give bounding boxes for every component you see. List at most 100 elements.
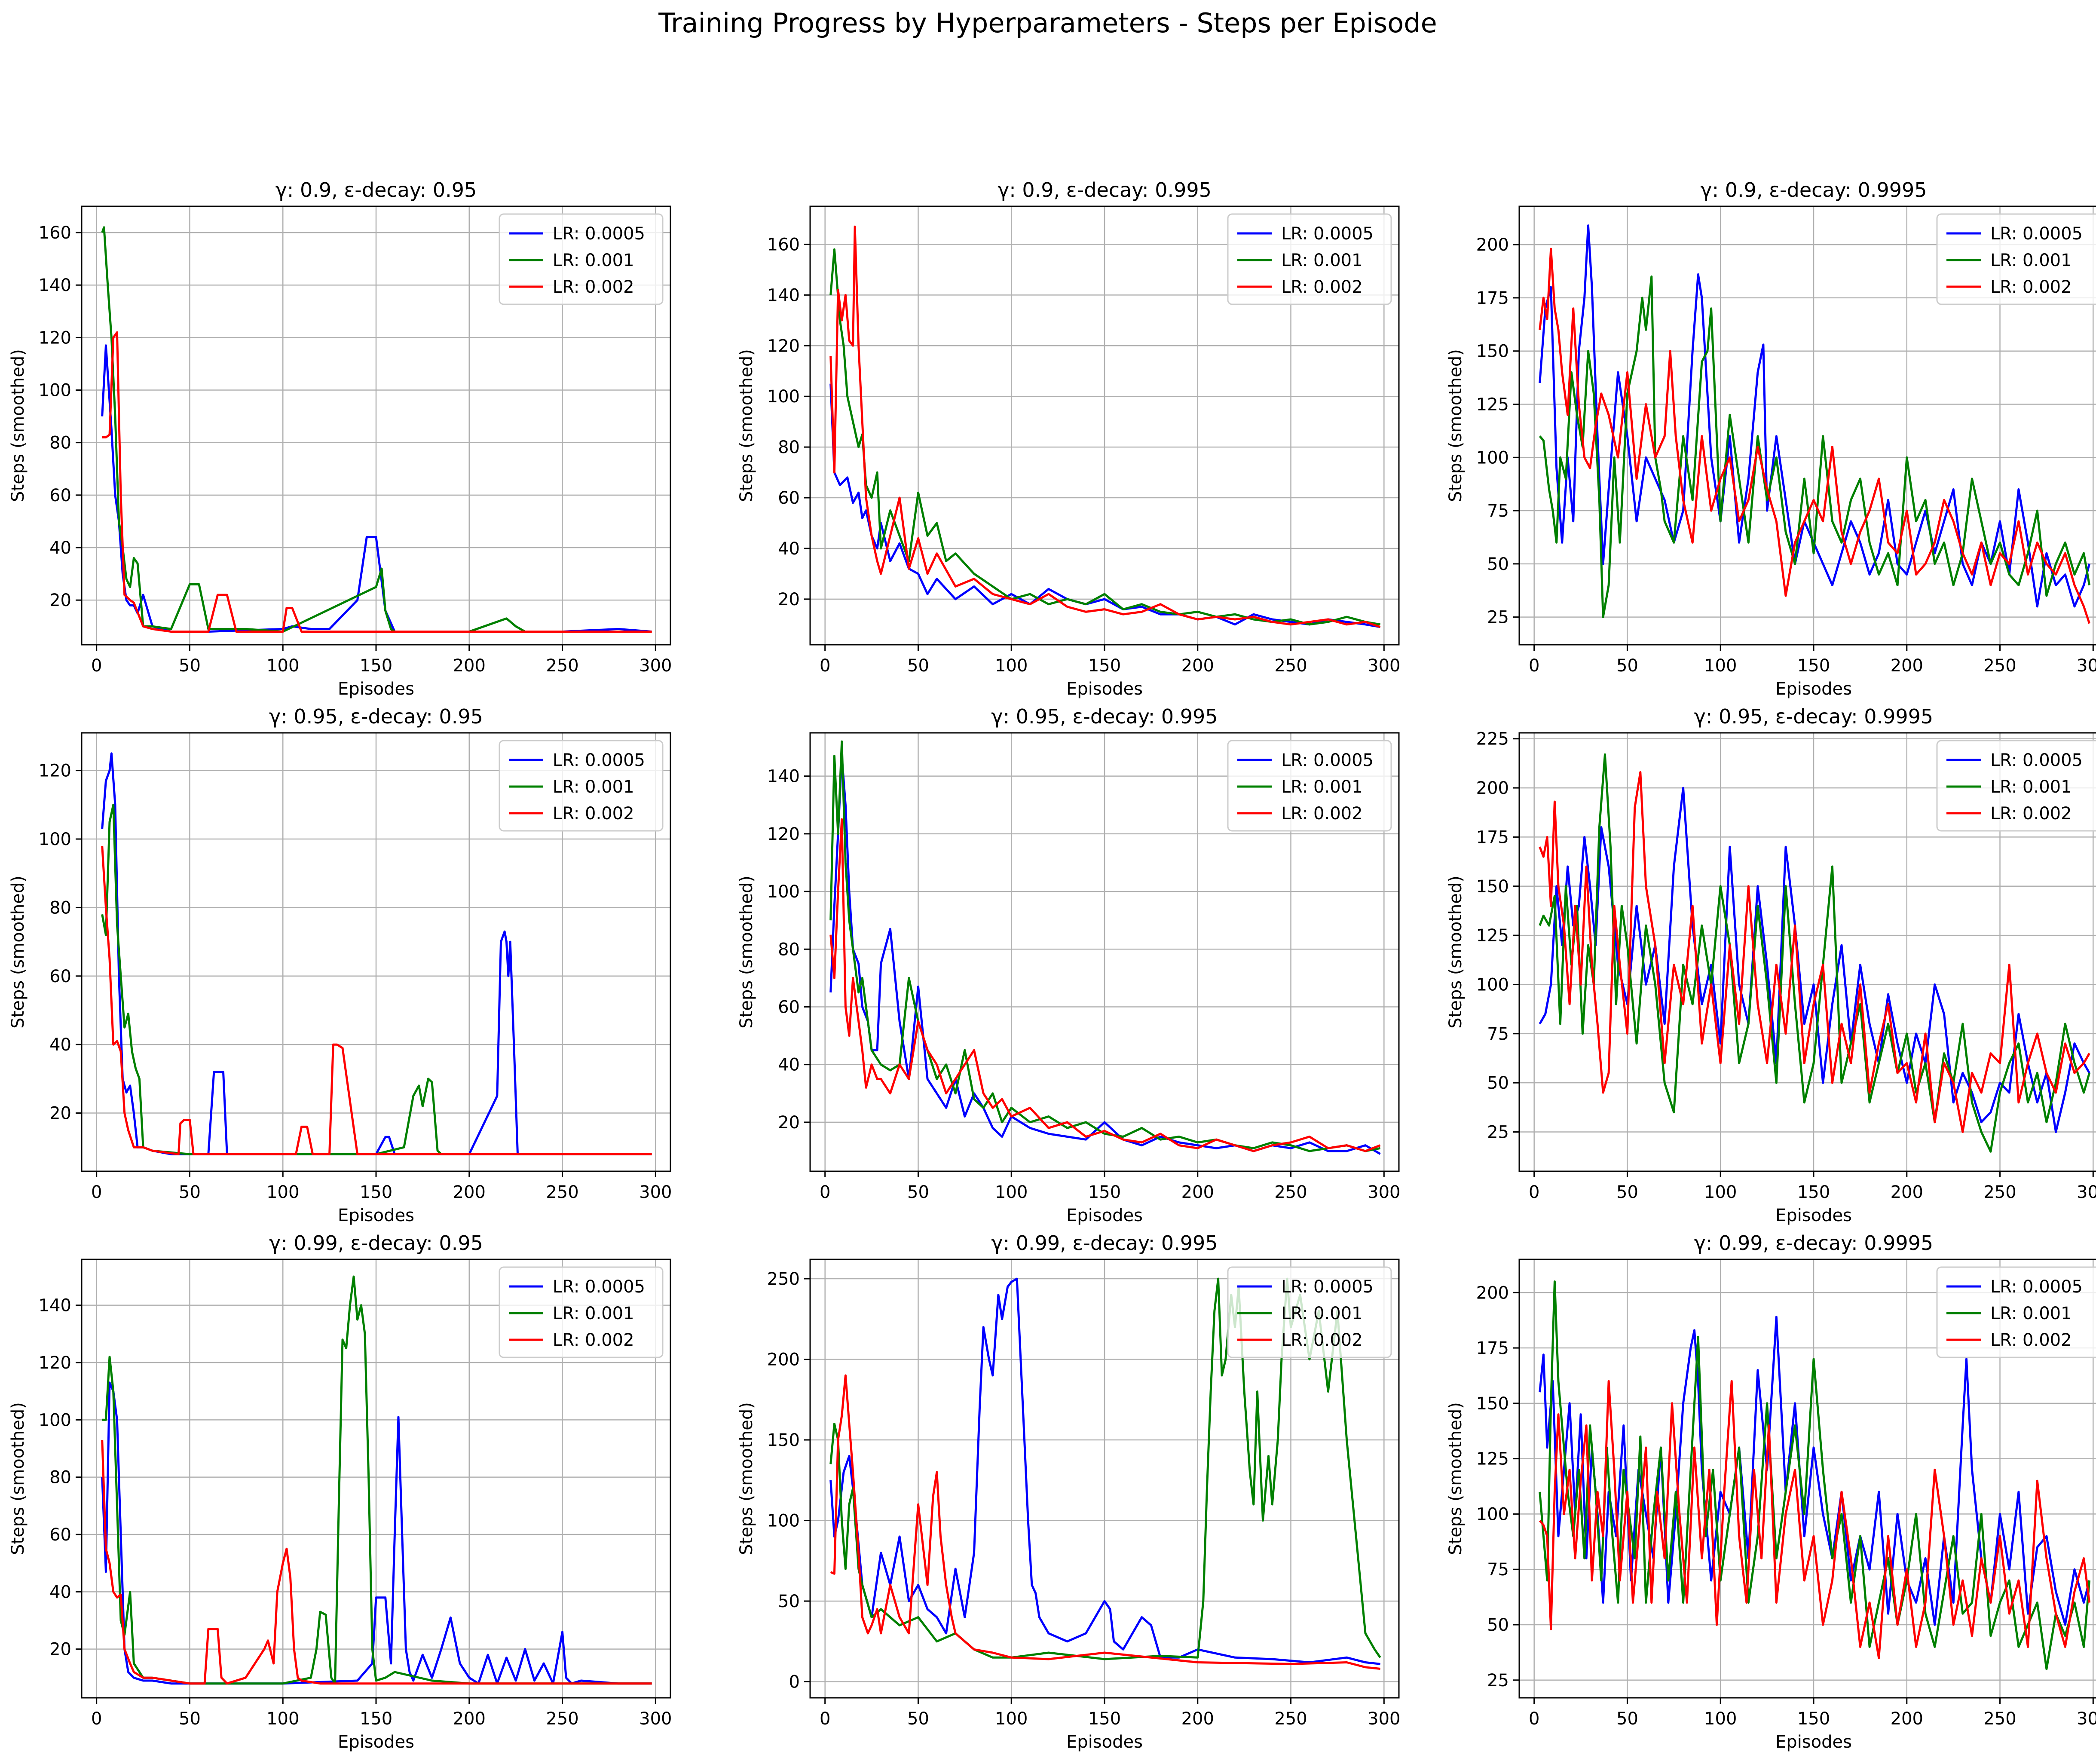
y-tick-label: 175	[1476, 1338, 1509, 1358]
x-tick-label: 250	[1274, 1182, 1307, 1202]
x-tick-label: 150	[360, 656, 392, 676]
legend-label: LR: 0.0005	[1281, 224, 1374, 244]
y-tick-label: 25	[1487, 1671, 1509, 1690]
legend-box	[1227, 1266, 1392, 1358]
x-axis-label: Episodes	[1775, 679, 1852, 699]
y-tick-label: 80	[778, 438, 800, 457]
y-tick-label: 40	[49, 1582, 71, 1602]
series-line-0.002	[101, 845, 652, 1155]
y-axis-label: Steps (smoothed)	[1446, 1402, 1466, 1555]
x-tick-label: 0	[91, 1182, 102, 1202]
y-tick-label: 175	[1476, 827, 1509, 847]
series-line-0.0005	[101, 1381, 652, 1685]
y-tick-label: 200	[767, 1350, 800, 1370]
y-tick-label: 50	[1487, 1073, 1509, 1093]
x-tick-label: 150	[1797, 656, 1830, 676]
x-axis-label: Episodes	[1066, 1206, 1143, 1225]
series-line-0.001	[1539, 753, 2091, 1153]
legend-label: LR: 0.001	[553, 777, 634, 797]
series-line-0.002	[1539, 771, 2090, 1133]
y-tick-label: 140	[767, 285, 800, 305]
y-tick-label: 120	[39, 761, 71, 781]
y-tick-label: 20	[778, 590, 800, 609]
x-tick-label: 200	[453, 1182, 486, 1202]
subplot-6: 0 50 100 150 200 250 300 25 50 75 100 125 150 175 200 2…	[1446, 705, 2096, 1225]
y-tick-label: 100	[39, 830, 71, 849]
x-tick-label: 200	[1181, 656, 1214, 676]
y-tick-label: 150	[1476, 342, 1509, 361]
x-tick-label: 0	[91, 656, 102, 676]
x-tick-label: 250	[546, 656, 578, 676]
y-tick-label: 100	[767, 387, 800, 407]
legend-label: LR: 0.0005	[1990, 224, 2083, 244]
series-line-0.001	[101, 803, 652, 1155]
x-tick-label: 250	[1983, 1709, 2016, 1729]
y-axis-label: Steps (smoothed)	[1446, 349, 1466, 502]
legend-box	[1936, 740, 2096, 832]
y-tick-label: 25	[1487, 608, 1509, 628]
x-tick-label: 50	[1616, 1182, 1638, 1202]
legend-box	[1936, 213, 2096, 305]
x-tick-label: 150	[1088, 1182, 1121, 1202]
y-tick-label: 120	[767, 824, 800, 844]
x-tick-label: 200	[1891, 1709, 1923, 1729]
legend: LR: 0.0005 LR: 0.001 LR: 0.002	[1227, 213, 1392, 305]
legend-label: LR: 0.0005	[1281, 750, 1374, 770]
x-tick-label: 50	[907, 1182, 929, 1202]
x-tick-label: 200	[1891, 656, 1923, 676]
x-tick-label: 300	[1368, 656, 1400, 676]
y-axis-label: Steps (smoothed)	[8, 1402, 28, 1555]
x-tick-label: 150	[360, 1182, 392, 1202]
x-tick-label: 100	[995, 656, 1028, 676]
y-tick-label: 140	[39, 1296, 71, 1316]
y-tick-label: 40	[49, 1035, 71, 1055]
legend-box	[1227, 740, 1392, 832]
y-tick-label: 60	[49, 1525, 71, 1545]
legend-label: LR: 0.002	[1281, 804, 1363, 824]
x-tick-label: 300	[2077, 1182, 2096, 1202]
y-tick-label: 140	[39, 276, 71, 295]
x-tick-label: 50	[907, 1709, 929, 1729]
y-tick-label: 50	[1487, 1615, 1509, 1635]
y-tick-label: 100	[1476, 448, 1509, 468]
x-tick-label: 200	[453, 1709, 486, 1729]
y-tick-label: 100	[1476, 975, 1509, 995]
x-tick-label: 100	[995, 1709, 1028, 1729]
series-line-0.001	[1539, 1280, 2091, 1670]
y-tick-label: 100	[767, 882, 800, 902]
series-line-0.002	[829, 225, 1381, 628]
y-tick-label: 50	[1487, 554, 1509, 574]
legend-label: LR: 0.002	[1990, 1330, 2072, 1350]
x-tick-label: 0	[820, 1182, 830, 1202]
x-tick-label: 250	[1274, 656, 1307, 676]
series-group	[101, 1275, 652, 1685]
y-tick-label: 250	[767, 1269, 800, 1289]
y-tick-label: 175	[1476, 288, 1509, 308]
y-tick-label: 100	[1476, 1504, 1509, 1524]
x-tick-label: 0	[820, 656, 830, 676]
y-axis-label: Steps (smoothed)	[8, 876, 28, 1029]
legend-label: LR: 0.002	[1281, 1330, 1363, 1350]
y-tick-label: 100	[767, 1511, 800, 1531]
legend: LR: 0.0005 LR: 0.001 LR: 0.002	[1936, 213, 2096, 305]
x-tick-label: 200	[1181, 1182, 1214, 1202]
y-tick-label: 120	[767, 336, 800, 356]
y-tick-label: 60	[49, 486, 71, 505]
y-tick-label: 0	[789, 1672, 800, 1692]
x-tick-label: 50	[179, 656, 201, 676]
subplot-7: 0 50 100 150 200 250 300 20 40 60 80 100 120 140 γ: 0.…	[8, 1231, 672, 1752]
x-tick-label: 0	[820, 1709, 830, 1729]
y-tick-label: 80	[778, 940, 800, 959]
legend: LR: 0.0005 LR: 0.001 LR: 0.002	[499, 1266, 664, 1358]
y-tick-label: 75	[1487, 1560, 1509, 1580]
x-tick-label: 100	[266, 656, 299, 676]
x-tick-label: 100	[266, 1709, 299, 1729]
y-tick-label: 20	[49, 1104, 71, 1124]
legend-box	[1227, 213, 1392, 305]
x-tick-label: 150	[360, 1709, 392, 1729]
subplot-title: γ: 0.99, ε-decay: 0.9995	[1694, 1231, 1933, 1255]
legend: LR: 0.0005 LR: 0.001 LR: 0.002	[1227, 740, 1392, 832]
x-tick-label: 0	[91, 1709, 102, 1729]
legend: LR: 0.0005 LR: 0.001 LR: 0.002	[1227, 1266, 1392, 1358]
y-tick-label: 120	[39, 1353, 71, 1373]
